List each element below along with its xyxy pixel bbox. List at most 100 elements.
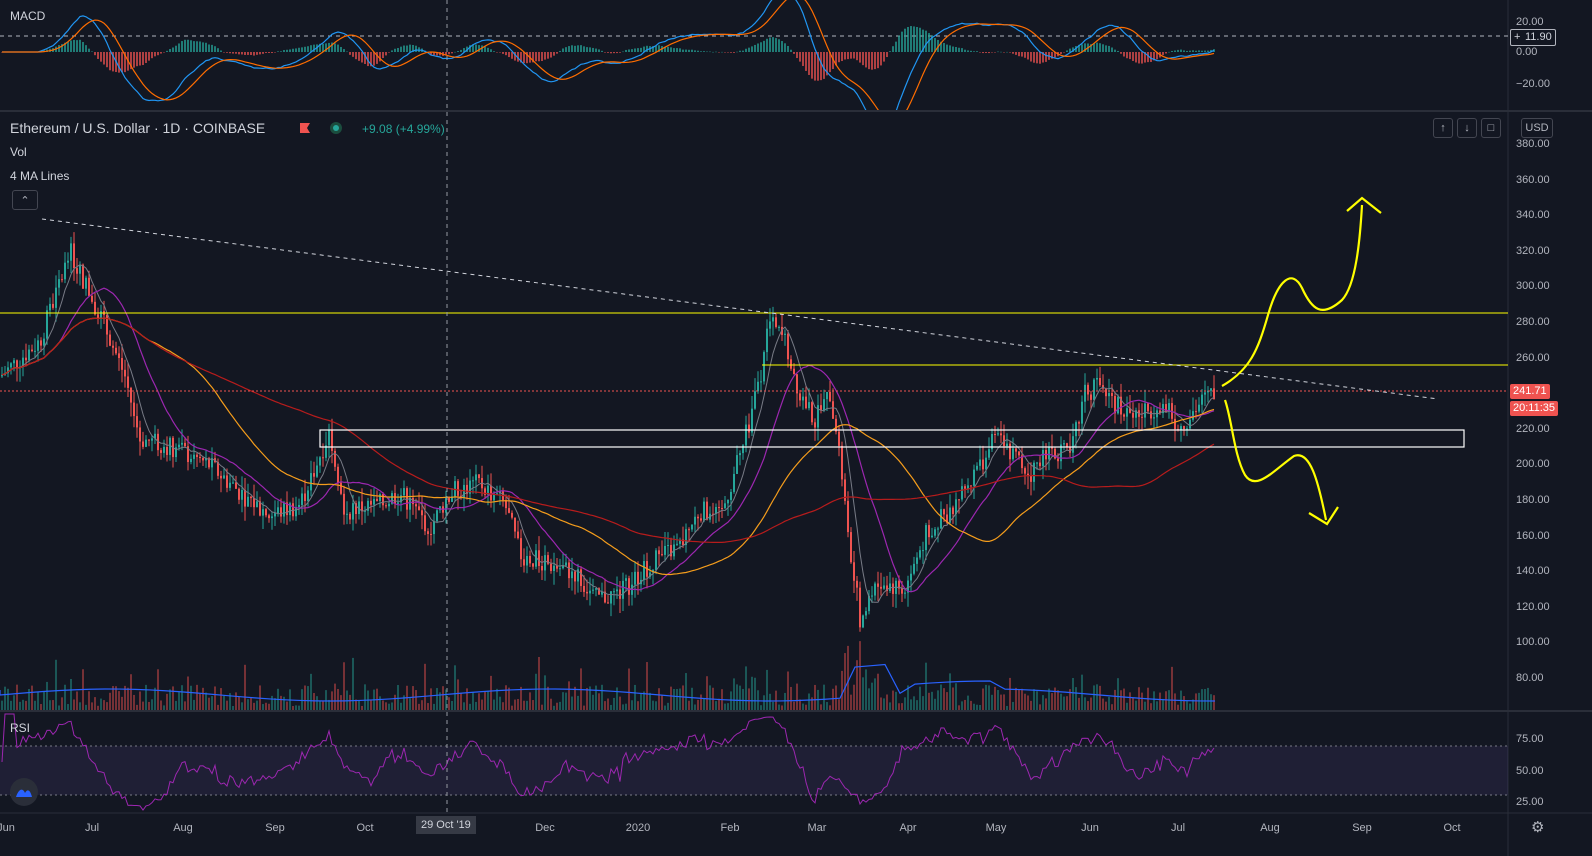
- chevron-up-icon[interactable]: ⌃: [12, 190, 38, 210]
- macd-histogram-bar: [955, 46, 957, 52]
- macd-histogram-bar: [1024, 52, 1026, 58]
- volume-bar: [1165, 691, 1167, 710]
- plus-icon[interactable]: +: [1514, 31, 1521, 43]
- macd-histogram-bar: [811, 52, 813, 79]
- settings-gear-icon[interactable]: ⚙: [1531, 819, 1545, 836]
- volume-bar: [97, 705, 99, 710]
- candle-body: [118, 353, 120, 358]
- volume-bar: [547, 686, 549, 710]
- candle-body: [889, 583, 891, 592]
- currency-button[interactable]: USD: [1521, 118, 1553, 138]
- volume-bar: [1042, 695, 1044, 710]
- macd-histogram-bar: [634, 48, 636, 52]
- volume-bar: [1024, 693, 1026, 710]
- tv-logo-icon[interactable]: [10, 778, 38, 806]
- volume-bar: [784, 692, 786, 710]
- flag-icon[interactable]: [300, 123, 310, 133]
- arrow-up-icon[interactable]: ↑: [1433, 118, 1453, 138]
- macd-histogram-bar: [256, 52, 258, 55]
- candle-body: [949, 507, 951, 523]
- macd-histogram-bar: [79, 39, 81, 52]
- macd-histogram-bar: [949, 45, 951, 52]
- time-tick: Jul: [84, 822, 100, 834]
- macd-histogram-bar: [382, 52, 384, 59]
- macd-histogram-bar: [841, 52, 843, 62]
- candle-body: [511, 512, 513, 518]
- macd-histogram-bar: [367, 52, 369, 67]
- candle-body: [328, 429, 330, 446]
- volume-bar: [1075, 687, 1077, 710]
- volume-bar: [805, 704, 807, 710]
- macd-histogram-bar: [727, 52, 729, 53]
- candle-body: [208, 458, 210, 468]
- volume-bar: [814, 684, 816, 710]
- macd-histogram-bar: [166, 50, 168, 52]
- macd-histogram-bar: [463, 48, 465, 52]
- fullscreen-icon[interactable]: □: [1481, 118, 1501, 138]
- volume-bar: [901, 703, 903, 710]
- volume-bar: [781, 705, 783, 710]
- volume-bar: [1015, 687, 1017, 710]
- macd-histogram-bar: [1081, 44, 1083, 52]
- candle-body: [94, 301, 96, 315]
- price-tick: 280.00: [1516, 316, 1550, 328]
- macd-histogram-bar: [850, 52, 852, 59]
- candle-body: [496, 493, 498, 495]
- candle-body: [283, 502, 285, 517]
- macd-histogram-bar: [229, 52, 231, 54]
- volume-bar: [304, 685, 306, 710]
- volume-bar: [250, 697, 252, 710]
- indicator-volume-label[interactable]: Vol: [10, 145, 27, 159]
- ma-line-short: [1, 264, 1215, 603]
- candle-body: [280, 507, 282, 517]
- macd-histogram-bar: [967, 50, 969, 52]
- candle-body: [424, 515, 426, 532]
- candle-body: [559, 568, 561, 570]
- macd-histogram-bar: [1171, 50, 1173, 52]
- time-tick: Jul: [1170, 822, 1186, 834]
- candle-body: [1105, 388, 1107, 397]
- volume-bar: [574, 686, 576, 710]
- macd-histogram-bar: [1129, 52, 1131, 60]
- price-tick: 360.00: [1516, 173, 1550, 186]
- symbol-title[interactable]: Ethereum / U.S. Dollar · 1D · COINBASE: [10, 120, 266, 136]
- volume-bar: [964, 699, 966, 710]
- volume-bar: [1162, 698, 1164, 710]
- volume-bar: [556, 702, 558, 710]
- arrow-down-icon[interactable]: ↓: [1457, 118, 1477, 138]
- macd-histogram-bar: [106, 52, 108, 68]
- macd-histogram-bar: [769, 37, 771, 52]
- macd-histogram-bar: [220, 50, 222, 52]
- macd-histogram-bar: [577, 45, 579, 52]
- macd-histogram-bar: [457, 51, 459, 52]
- candle-body: [775, 317, 777, 327]
- volume-bar: [1201, 689, 1203, 710]
- user-drawings: [0, 0, 1508, 813]
- volume-bar: [94, 697, 96, 710]
- volume-bar: [310, 673, 312, 710]
- candle-body: [931, 535, 933, 538]
- candle-body: [883, 585, 885, 589]
- volume-bar: [760, 705, 762, 710]
- candle-body: [190, 458, 192, 463]
- volume-bar: [808, 693, 810, 710]
- macd-histogram-bar: [997, 51, 999, 53]
- macd-histogram-bar: [277, 51, 279, 52]
- candle-body: [1015, 448, 1017, 452]
- macd-histogram-bar: [307, 46, 309, 52]
- candle-body: [235, 482, 237, 489]
- macd-histogram-bar: [190, 40, 192, 52]
- macd-histogram-bar: [709, 51, 711, 53]
- volume-bar: [994, 686, 996, 710]
- macd-tick: 0.00: [1516, 46, 1538, 58]
- moving-average-lines: [0, 264, 1216, 702]
- indicator-ma-label[interactable]: 4 MA Lines: [10, 169, 70, 183]
- candle-body: [1087, 384, 1089, 395]
- candle-body: [1204, 392, 1206, 395]
- macd-histogram-bar: [136, 52, 138, 67]
- volume-bar: [727, 703, 729, 710]
- macd-histogram-bar: [235, 52, 237, 54]
- volume-bar: [1102, 698, 1104, 710]
- volume-bar: [946, 692, 948, 710]
